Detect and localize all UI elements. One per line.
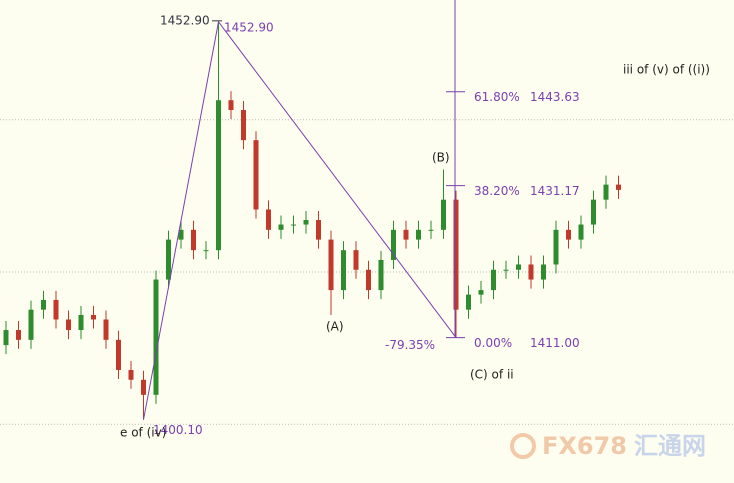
peak-label: 1452.90 bbox=[224, 20, 274, 34]
candle-body bbox=[278, 224, 284, 230]
candle-body bbox=[541, 264, 546, 280]
candle-body bbox=[328, 239, 334, 291]
candle-body bbox=[116, 339, 121, 370]
candle-body bbox=[191, 229, 196, 251]
extension-label: -79.35% bbox=[385, 338, 435, 352]
candle-body bbox=[316, 220, 321, 240]
candle-body bbox=[491, 269, 496, 291]
wave-label: iii of (v) of ((i)) bbox=[623, 63, 710, 77]
candle-body bbox=[478, 290, 484, 295]
candle-body bbox=[391, 229, 396, 260]
candle-body bbox=[553, 229, 559, 265]
candle-body bbox=[341, 250, 346, 291]
candle-body bbox=[41, 299, 46, 310]
candle-body bbox=[303, 220, 309, 225]
candle-body bbox=[516, 264, 521, 270]
candle-body bbox=[266, 209, 271, 230]
candle-body bbox=[66, 319, 71, 331]
candle-body bbox=[103, 319, 109, 340]
candle-body bbox=[28, 309, 34, 340]
candle-body bbox=[616, 184, 621, 190]
candle-body bbox=[416, 229, 421, 240]
candle-body bbox=[353, 250, 359, 270]
candle-body bbox=[166, 239, 171, 280]
candle-body bbox=[578, 224, 584, 240]
wave-label: (C) of ii bbox=[470, 368, 514, 382]
candle-body bbox=[53, 299, 59, 320]
watermark-logo bbox=[510, 433, 536, 459]
candle-body bbox=[528, 264, 534, 280]
candle-body bbox=[128, 369, 134, 380]
candle-body bbox=[441, 199, 446, 230]
candle-body bbox=[603, 184, 609, 200]
candle-body bbox=[216, 100, 221, 251]
candle-body bbox=[153, 279, 159, 395]
candle-body bbox=[228, 100, 234, 111]
wave-label: (A) bbox=[326, 320, 344, 334]
fib-ratio: 38.20% bbox=[474, 184, 520, 198]
fib-ratio: 61.80% bbox=[474, 90, 520, 104]
candle-body bbox=[591, 199, 596, 225]
candle-body bbox=[253, 140, 259, 210]
candle-body bbox=[91, 314, 96, 320]
candle-body bbox=[503, 269, 509, 271]
candle-body bbox=[3, 330, 9, 346]
candle-body bbox=[403, 229, 409, 240]
candle-body bbox=[291, 224, 296, 226]
candle-body bbox=[141, 379, 146, 395]
watermark-cn: 汇通网 bbox=[634, 432, 706, 460]
fib-price: 1431.17 bbox=[530, 184, 580, 198]
fib-price: 1411.00 bbox=[530, 336, 580, 350]
candle-body bbox=[178, 229, 184, 240]
low-label: 1400.10 bbox=[153, 423, 203, 437]
candle-body bbox=[378, 259, 384, 291]
peak-label: 1452.90 bbox=[160, 13, 210, 27]
candle-body bbox=[366, 269, 371, 291]
candle-body bbox=[78, 314, 84, 331]
fib-ratio: 0.00% bbox=[474, 336, 512, 350]
candle-body bbox=[453, 199, 459, 310]
candle-body bbox=[241, 110, 246, 141]
wave-line bbox=[143, 20, 457, 420]
wave-label: e of (iv) bbox=[120, 426, 166, 440]
candle-body bbox=[466, 294, 471, 310]
candle-body bbox=[428, 229, 434, 231]
fib-price: 1443.63 bbox=[530, 90, 580, 104]
candle-body bbox=[203, 250, 209, 252]
candle-body bbox=[16, 330, 21, 340]
watermark: FX678 bbox=[542, 432, 627, 460]
wave-label: (B) bbox=[432, 151, 450, 165]
candle-body bbox=[566, 229, 571, 240]
